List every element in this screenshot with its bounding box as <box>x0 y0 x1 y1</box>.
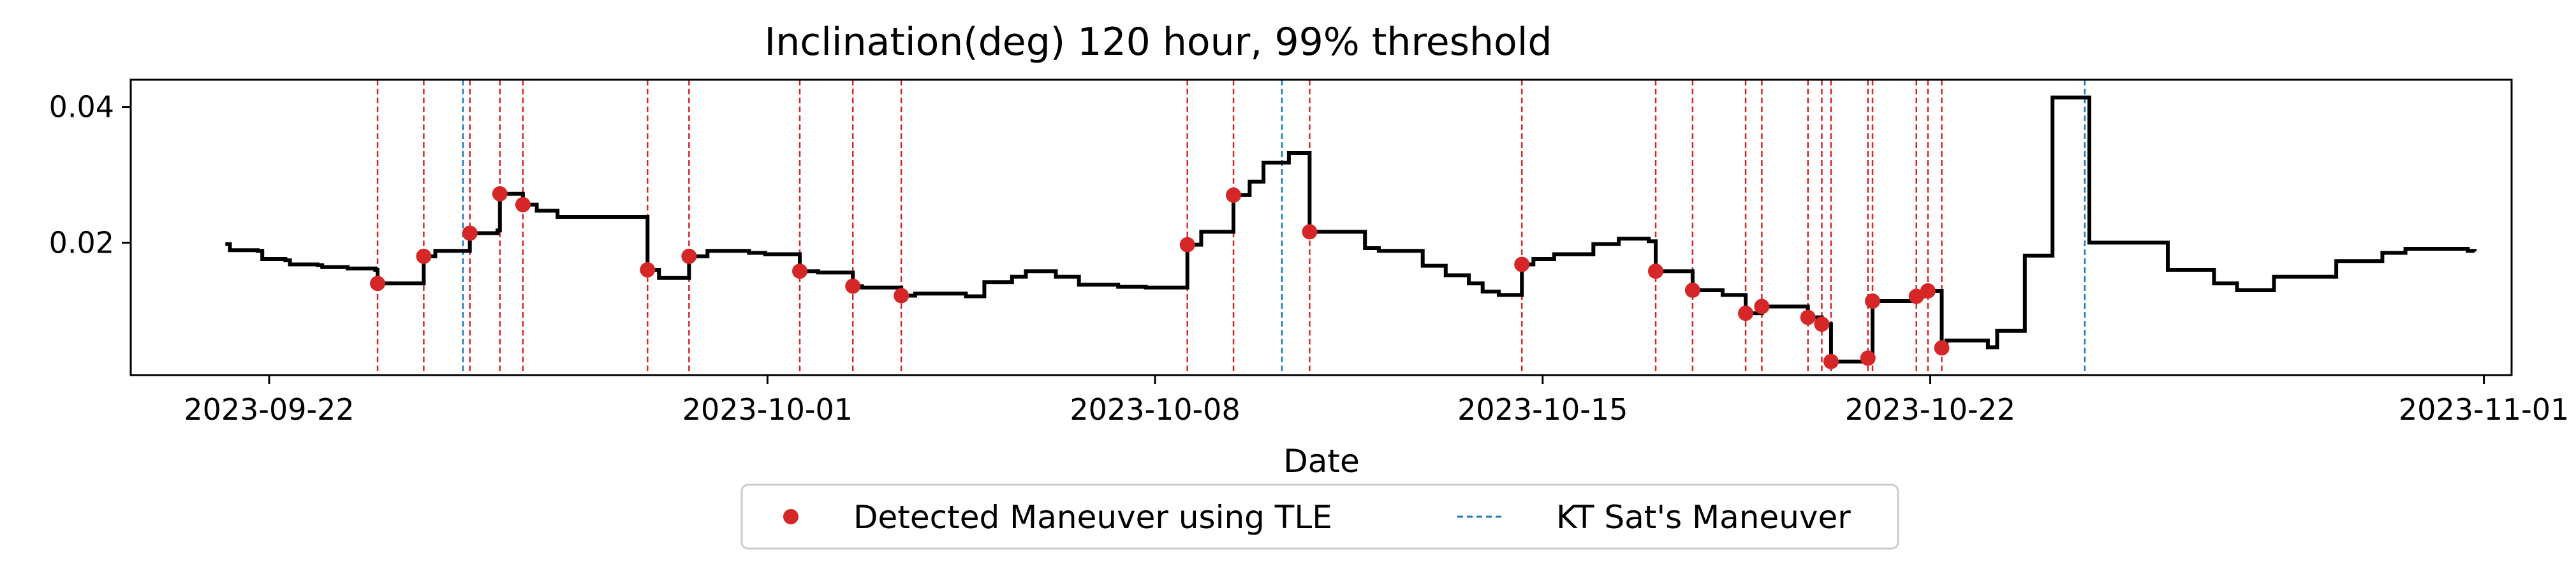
y-axis: 0.02 0.04 <box>49 90 131 260</box>
detected-maneuver-points <box>370 186 1950 369</box>
inclination-series-line <box>225 95 2477 364</box>
kt-sat-maneuver-lines <box>462 80 2086 375</box>
x-axis-label: Date <box>1283 443 1360 480</box>
plot-frame <box>129 78 2513 376</box>
legend: Detected Maneuver using TLE KT Sat's Man… <box>740 484 1899 550</box>
detected-maneuver-point-16 <box>1738 306 1754 321</box>
x-axis: 2023-09-22 2023-10-01 2023-10-08 2023-10-15… <box>184 375 2569 427</box>
legend-marker-detected <box>783 509 799 524</box>
detected-maneuver-point-7 <box>792 263 808 279</box>
x-tick-label-0: 2023-09-22 <box>184 392 354 427</box>
detected-maneuver-point-14 <box>1648 263 1664 279</box>
detected-maneuver-point-17 <box>1754 299 1770 314</box>
x-tick-label-1: 2023-10-01 <box>682 392 853 427</box>
detected-maneuver-point-21 <box>1860 350 1876 366</box>
x-tick-label-3: 2023-10-15 <box>1457 392 1628 427</box>
legend-label-detected: Detected Maneuver using TLE <box>853 499 1332 536</box>
x-tick-label-4: 2023-10-22 <box>1845 392 2015 427</box>
detected-maneuver-point-25 <box>1934 340 1950 356</box>
x-tick-label-5: 2023-11-01 <box>2399 392 2569 427</box>
detected-maneuver-point-1 <box>416 248 432 264</box>
detected-maneuver-point-11 <box>1226 187 1242 203</box>
detected-maneuver-point-19 <box>1814 316 1830 332</box>
detected-maneuver-point-12 <box>1302 224 1318 240</box>
detected-maneuver-point-13 <box>1514 256 1530 272</box>
legend-frame <box>740 484 1899 550</box>
detected-maneuver-point-6 <box>681 248 697 264</box>
detected-maneuver-point-8 <box>845 278 861 294</box>
detected-maneuver-point-0 <box>370 276 386 292</box>
detected-maneuver-lines <box>376 80 1943 375</box>
detected-maneuver-point-10 <box>1179 237 1195 253</box>
y-tick-label-0: 0.02 <box>49 225 114 260</box>
detected-maneuver-point-15 <box>1684 282 1700 298</box>
detected-maneuver-point-23 <box>1908 288 1924 304</box>
detected-maneuver-point-3 <box>492 186 508 202</box>
detected-maneuver-point-4 <box>515 196 531 212</box>
detected-maneuver-point-22 <box>1865 293 1881 309</box>
legend-label-kt: KT Sat's Maneuver <box>1556 499 1851 536</box>
detected-maneuver-point-20 <box>1823 353 1839 369</box>
detected-maneuver-point-5 <box>640 262 656 278</box>
chart-title: Inclination(deg) 120 hour, 99% threshold <box>765 20 1552 64</box>
detected-maneuver-point-18 <box>1800 309 1816 325</box>
detected-maneuver-point-9 <box>894 288 909 304</box>
detected-maneuver-point-24 <box>1920 283 1936 299</box>
x-tick-label-2: 2023-10-08 <box>1070 392 1240 427</box>
detected-maneuver-point-2 <box>462 225 478 241</box>
y-tick-label-1: 0.04 <box>49 90 114 124</box>
